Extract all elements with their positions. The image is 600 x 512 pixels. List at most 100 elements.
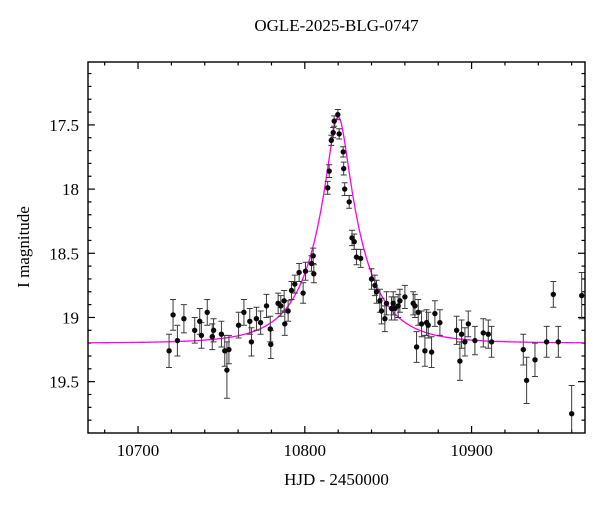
data-point xyxy=(532,357,538,363)
data-point xyxy=(437,319,443,326)
data-point xyxy=(462,339,468,345)
y-tick-label: 19 xyxy=(62,308,79,327)
data-point xyxy=(263,303,270,309)
x-axis-label: HJD - 2450000 xyxy=(284,470,389,489)
data-point xyxy=(458,331,465,337)
data-point xyxy=(372,282,378,289)
y-tick-label: 19.5 xyxy=(49,373,79,392)
data-point xyxy=(282,321,288,327)
y-tick-label: 18.5 xyxy=(49,244,79,263)
data-point xyxy=(170,312,176,318)
data-point xyxy=(166,348,172,354)
data-point xyxy=(335,111,341,118)
data-point xyxy=(569,411,575,417)
y-tick-label: 18 xyxy=(62,180,79,199)
data-point xyxy=(226,346,232,353)
data-point xyxy=(413,344,420,350)
data-point xyxy=(485,331,491,337)
data-point xyxy=(253,316,260,322)
data-point xyxy=(412,303,418,309)
data-point xyxy=(302,268,309,274)
data-point xyxy=(555,339,561,345)
data-point xyxy=(395,303,401,309)
data-point xyxy=(308,260,315,267)
x-tick-label: 10700 xyxy=(117,441,160,460)
data-point xyxy=(267,326,273,332)
data-point xyxy=(488,339,495,345)
data-point xyxy=(281,298,287,304)
data-point xyxy=(197,318,203,324)
data-point xyxy=(288,287,295,294)
data-point xyxy=(480,330,486,336)
data-point xyxy=(340,149,346,155)
data-point xyxy=(235,322,242,328)
data-point xyxy=(390,300,396,306)
data-point xyxy=(218,331,225,337)
data-point xyxy=(331,118,337,124)
data-point xyxy=(432,310,438,317)
data-point xyxy=(457,358,463,364)
data-point xyxy=(402,294,408,300)
data-point xyxy=(425,322,431,328)
data-point xyxy=(330,129,336,136)
data-point xyxy=(520,346,526,353)
data-point xyxy=(383,300,390,306)
data-point xyxy=(336,131,342,137)
data-point xyxy=(192,327,198,333)
data-point xyxy=(328,137,334,143)
data-point xyxy=(342,186,348,192)
data-point xyxy=(472,337,478,344)
data-point xyxy=(453,327,460,333)
y-axis-label: I magnitude xyxy=(14,206,33,288)
data-point xyxy=(296,269,302,276)
data-point xyxy=(418,321,425,327)
x-tick-label: 10800 xyxy=(284,441,327,460)
chart-title: OGLE-2025-BLG-0747 xyxy=(254,16,419,35)
data-point xyxy=(378,308,385,314)
plot-border xyxy=(87,61,586,434)
data-point xyxy=(422,348,428,354)
x-tick-label: 10900 xyxy=(450,441,493,460)
data-point xyxy=(174,337,181,344)
data-point xyxy=(428,349,435,355)
error-bars xyxy=(166,109,585,433)
data-point xyxy=(358,255,364,262)
data-point xyxy=(397,298,403,304)
data-point xyxy=(248,339,255,345)
data-point xyxy=(415,309,421,315)
data-point xyxy=(341,165,347,172)
data-point xyxy=(346,199,352,205)
data-point xyxy=(198,332,205,339)
data-point xyxy=(465,321,471,327)
data-point xyxy=(543,339,550,345)
data-point xyxy=(325,185,331,191)
data-point xyxy=(353,254,360,260)
data-point xyxy=(209,334,215,340)
data-point xyxy=(181,316,187,322)
data-point xyxy=(523,377,530,384)
data-point xyxy=(247,318,253,324)
data-point xyxy=(257,319,264,326)
data-point xyxy=(204,309,210,315)
y-tick-label: 17.5 xyxy=(49,116,79,135)
data-point xyxy=(550,291,556,298)
data-point xyxy=(579,292,585,299)
model-curve xyxy=(88,115,585,344)
data-point xyxy=(368,276,375,282)
data-points xyxy=(166,111,585,417)
data-point xyxy=(241,309,247,315)
data-point xyxy=(222,348,228,354)
data-point xyxy=(292,281,298,287)
data-point xyxy=(373,289,380,295)
data-point xyxy=(377,298,383,304)
data-point xyxy=(268,341,274,348)
data-point xyxy=(278,303,284,309)
data-point xyxy=(351,239,357,245)
data-point xyxy=(311,271,317,277)
data-point xyxy=(382,316,388,322)
data-point xyxy=(224,367,230,373)
data-point xyxy=(300,290,306,296)
data-point xyxy=(210,327,217,333)
